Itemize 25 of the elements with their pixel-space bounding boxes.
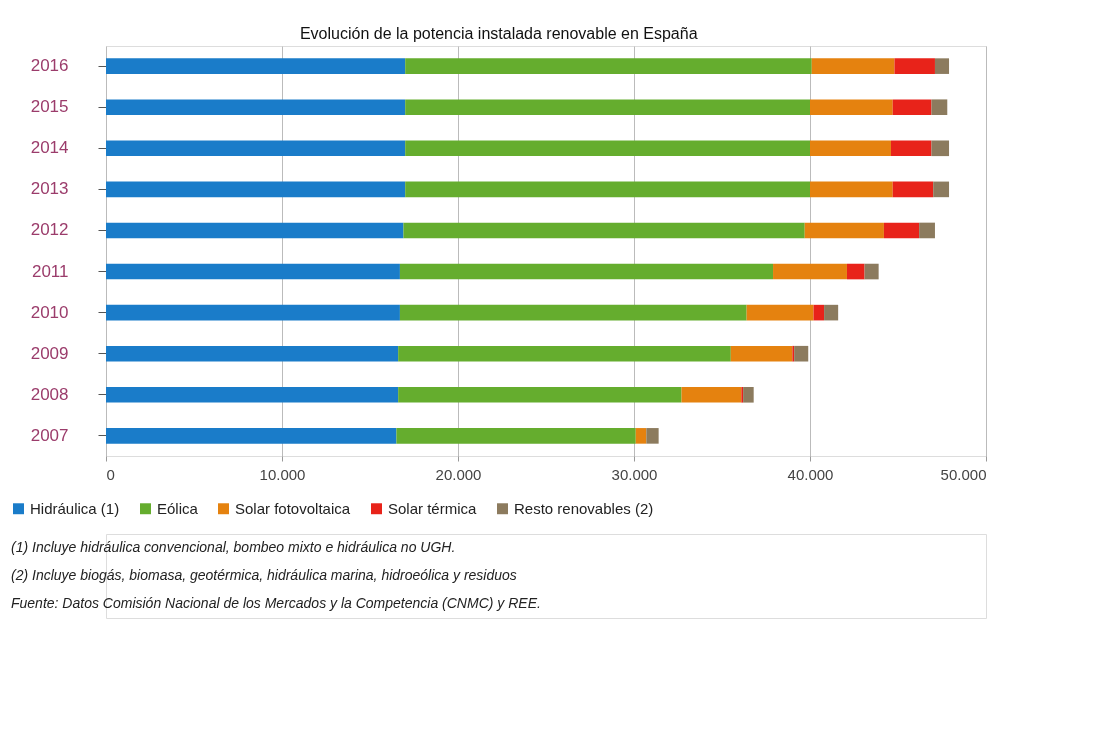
x-tick-label: 10.000 [259, 465, 306, 483]
y-tick-label: 2012 [30, 220, 69, 240]
source-note: Fuente: Datos Comisión Nacional de los Mercados y la Competencia (CNMC) y REE. [11, 595, 541, 611]
legend-label: Hidráulica (1) [30, 499, 120, 517]
x-tick-label: 20.000 [435, 465, 482, 483]
legend-label: Solar fotovoltaica [235, 499, 351, 517]
y-tick-label: 2010 [30, 302, 69, 322]
x-tick-label: 50.000 [940, 465, 987, 483]
y-tick-label: 2007 [30, 425, 69, 445]
y-tick-label: 2013 [30, 179, 69, 199]
y-tick-label: 2009 [30, 343, 69, 363]
x-tick-label: 30.000 [611, 465, 658, 483]
text: (1) Incluye hidráulica convencional, bombeo mixto e hidráulica no UGH. [11, 539, 456, 555]
text: (2) Incluye biogás, biomasa, geotérmica, hidráulica marina, hidroeólica y residuos [11, 567, 517, 583]
chart-title: Evolución de la potencia instalada renovable en España [299, 24, 698, 42]
legend-label: Resto renovables (2) [514, 499, 654, 517]
y-tick-label: 2015 [30, 97, 69, 117]
x-tick-label: 40.000 [787, 465, 834, 483]
y-tick-label: 2016 [30, 56, 69, 76]
x-tick-label: 0 [106, 465, 115, 483]
legend-label: Eólica [157, 499, 199, 517]
y-tick-label: 2011 [31, 261, 69, 281]
legend-label: Solar térmica [388, 499, 478, 517]
y-tick-label: 2014 [30, 138, 69, 158]
y-tick-label: 2008 [30, 384, 69, 404]
